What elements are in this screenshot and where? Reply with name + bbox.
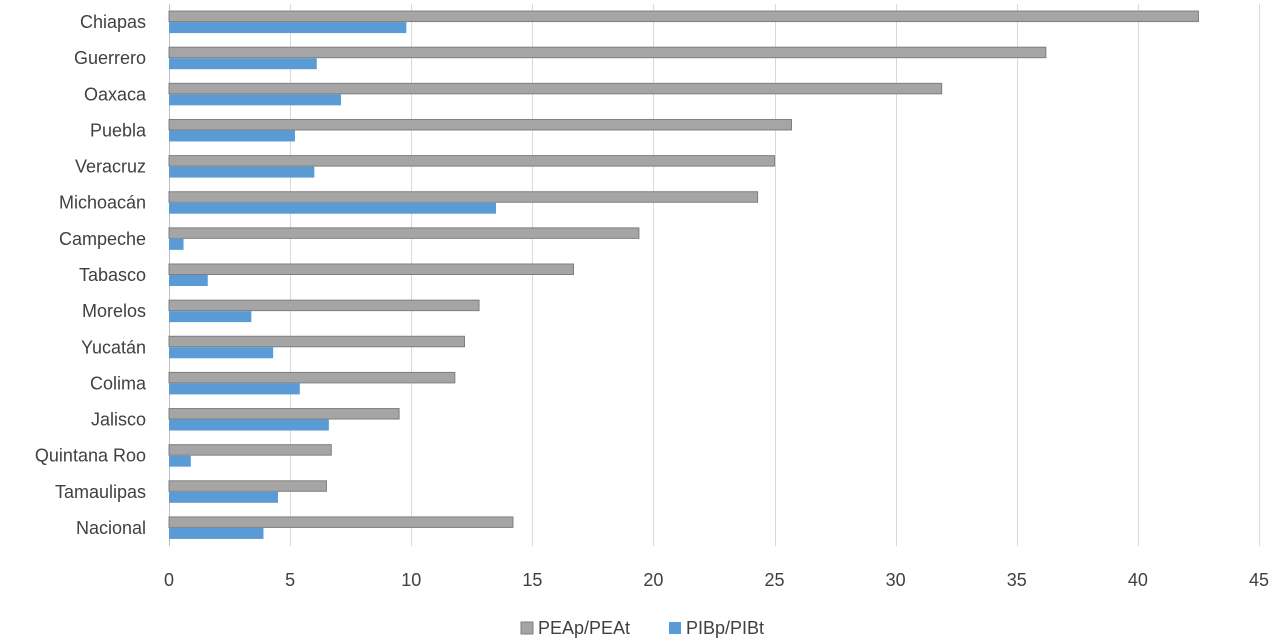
bar-pibp-pibt (169, 58, 317, 70)
category-label: Yucatán (81, 337, 146, 357)
legend: PEAp/PEAt PIBp/PIBt (520, 618, 764, 638)
legend-label-peap-peat: PEAp/PEAt (538, 618, 630, 638)
bar-pibp-pibt (169, 22, 407, 34)
bar-pibp-pibt (169, 238, 184, 250)
legend-swatch-pibp-pibt (669, 622, 681, 634)
category-label: Chiapas (80, 12, 146, 32)
x-tick-label: 30 (886, 570, 906, 590)
legend-swatch-peap-peat (520, 621, 534, 635)
bar-pibp-pibt (169, 347, 274, 359)
bar-pibp-pibt (169, 202, 496, 214)
bar-peap-peat (168, 46, 1047, 59)
bar-pibp-pibt (169, 275, 208, 286)
x-tick-label: 0 (164, 570, 174, 590)
category-label: Michoacán (59, 193, 146, 213)
x-tick-labels: 0 5 10 15 20 25 30 35 40 45 (164, 570, 1269, 590)
category-label: Oaxaca (84, 84, 147, 104)
bar-peap-peat (168, 480, 327, 492)
bar-pibp-pibt (169, 455, 191, 467)
x-tick-label: 45 (1249, 570, 1269, 590)
category-label: Tabasco (79, 265, 146, 285)
bar-pibp-pibt (169, 311, 252, 323)
bar-pibp-pibt (169, 527, 264, 539)
category-label: Nacional (76, 518, 146, 538)
x-tick-label: 20 (643, 570, 663, 590)
bar-peap-peat (168, 263, 575, 275)
bars (168, 10, 1199, 539)
bar-pibp-pibt (169, 130, 295, 142)
x-tick-label: 40 (1128, 570, 1148, 590)
category-label: Veracruz (75, 157, 146, 177)
category-label: Campeche (59, 229, 146, 249)
bar-pibp-pibt (169, 166, 315, 178)
bar-peap-peat (168, 227, 640, 239)
bar-peap-peat (168, 408, 400, 420)
category-label: Guerrero (74, 48, 146, 68)
bar-pibp-pibt (169, 419, 329, 431)
bar-peap-peat (168, 191, 759, 203)
category-label: Tamaulipas (55, 482, 146, 502)
bar-peap-peat (168, 155, 776, 167)
category-label: Jalisco (91, 410, 146, 430)
legend-label-pibp-pibt: PIBp/PIBt (686, 618, 764, 638)
category-label: Quintana Roo (35, 446, 146, 466)
category-label: Morelos (82, 301, 146, 321)
bar-peap-peat (168, 371, 456, 384)
x-tick-label: 10 (401, 570, 421, 590)
bar-peap-peat (168, 118, 793, 131)
category-label: Colima (90, 373, 147, 393)
x-tick-label: 15 (522, 570, 542, 590)
bar-pibp-pibt (169, 383, 300, 395)
category-label: Puebla (90, 120, 147, 140)
x-tick-label: 5 (285, 570, 295, 590)
x-tick-label: 35 (1007, 570, 1027, 590)
x-tick-label: 25 (765, 570, 785, 590)
bar-peap-peat (168, 299, 480, 312)
bar-pibp-pibt (169, 491, 278, 503)
bar-peap-peat (168, 516, 514, 528)
bar-peap-peat (168, 10, 1199, 23)
bar-peap-peat (168, 82, 943, 95)
bar-peap-peat (168, 335, 466, 348)
category-labels: Chiapas Guerrero Oaxaca Puebla Veracruz Micho… (35, 12, 147, 538)
bar-peap-peat (168, 444, 332, 456)
bar-pibp-pibt (169, 94, 341, 106)
